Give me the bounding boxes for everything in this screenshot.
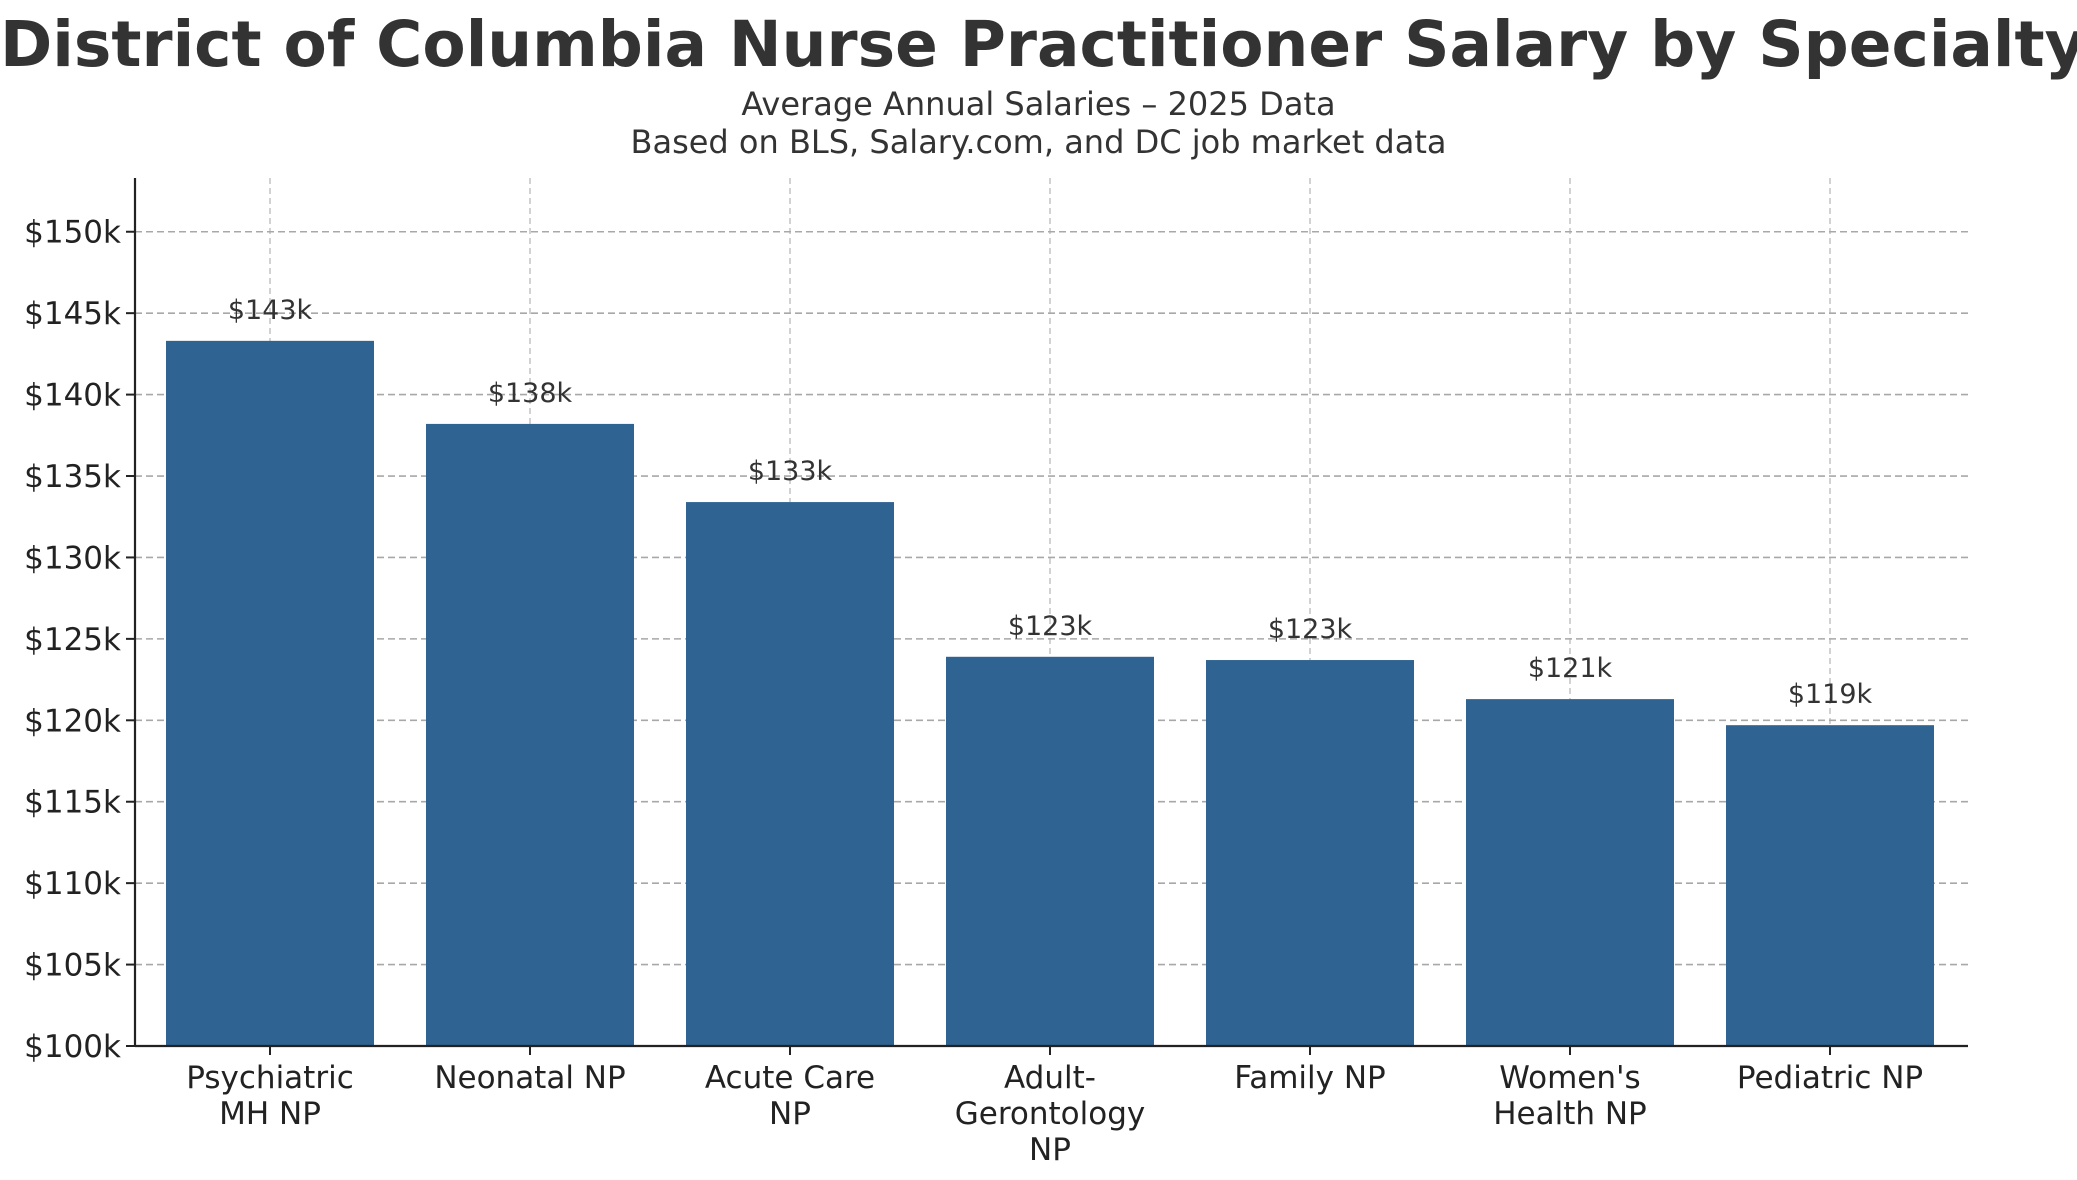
y-tick-label: $140k [24, 378, 121, 414]
x-tick-label: Psychiatric [186, 1060, 354, 1096]
bar [1206, 660, 1414, 1046]
y-tick-label: $120k [24, 703, 121, 739]
x-tick-label: Acute Care [705, 1060, 875, 1096]
y-tick-label: $150k [24, 215, 121, 251]
x-tick-label: Adult- [1004, 1060, 1096, 1096]
x-tick-label: Pediatric NP [1737, 1060, 1923, 1096]
bar [1726, 725, 1934, 1046]
bar-value-label: $138k [488, 378, 573, 409]
bar-value-label: $133k [748, 456, 833, 487]
x-tick-label: NP [1029, 1132, 1071, 1168]
bar-value-label: $119k [1788, 679, 1873, 710]
bar [426, 423, 634, 1046]
bar [946, 656, 1154, 1046]
y-tick-label: $115k [24, 785, 121, 821]
y-tick-label: $130k [24, 540, 121, 576]
y-tick-label: $125k [24, 622, 121, 658]
x-tick-label: Gerontology [955, 1096, 1146, 1132]
label-layer: $100k $105k $110k $115k $120k $125k $130k $135k… [24, 215, 1923, 1168]
y-tick-label: $110k [24, 866, 121, 902]
x-tick-label: NP [769, 1096, 811, 1132]
y-tick-label: $105k [24, 948, 121, 984]
chart-subtitle-line-1: Average Annual Salaries – 2025 Data [741, 85, 1336, 123]
bar-layer [166, 340, 1934, 1046]
y-tick-label: $100k [24, 1029, 121, 1065]
bar [686, 502, 894, 1046]
y-tick-label: $145k [24, 296, 121, 332]
chart-title: District of Columbia Nurse Practitioner … [0, 8, 2077, 81]
bar [166, 340, 374, 1046]
x-tick-label: MH NP [219, 1096, 321, 1132]
bar-value-label: $121k [1528, 653, 1613, 684]
x-tick-label: Neonatal NP [434, 1060, 625, 1096]
chart-subtitle-line-2: Based on BLS, Salary.com, and DC job mar… [630, 123, 1447, 161]
bar-value-label: $123k [1268, 614, 1353, 645]
y-tick-label: $135k [24, 459, 121, 495]
x-tick-label: Health NP [1493, 1096, 1647, 1132]
bar [1466, 699, 1674, 1046]
bar-value-label: $123k [1008, 611, 1093, 642]
x-tick-label: Women's [1499, 1060, 1640, 1096]
x-tick-label: Family NP [1234, 1060, 1386, 1096]
bar-value-label: $143k [228, 295, 313, 326]
axis-layer [126, 178, 1968, 1055]
